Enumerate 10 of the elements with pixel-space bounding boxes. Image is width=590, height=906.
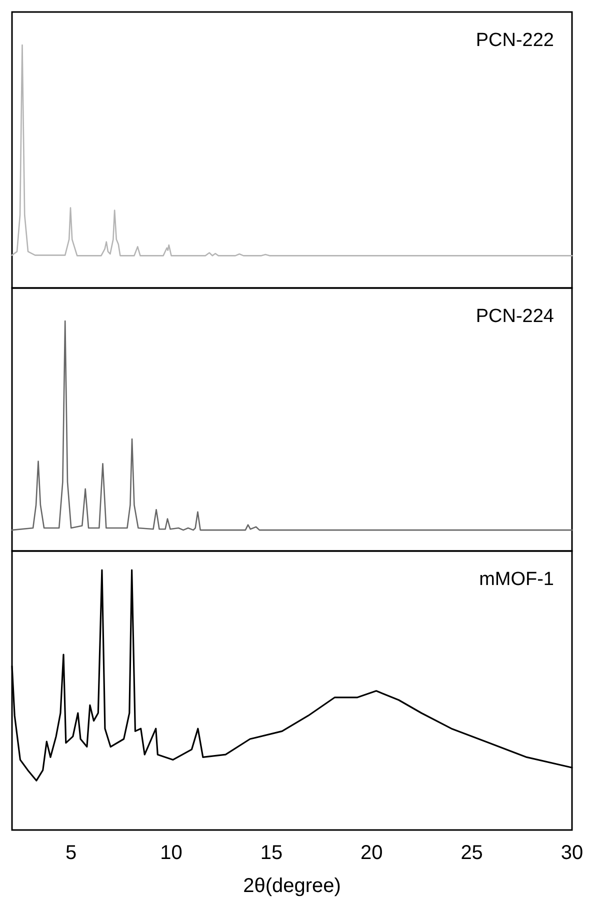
x-tick-label: 30: [560, 842, 584, 864]
text: mMOF-1: [479, 569, 554, 590]
x-tick-label: 15: [260, 842, 283, 864]
x-axis-title: 2θ(degree): [243, 875, 341, 897]
text: PCN-222: [476, 30, 554, 51]
x-tick-label: 10: [160, 842, 182, 864]
text: PCN-224: [476, 306, 554, 327]
x-tick-label: 5: [66, 842, 77, 864]
x-tick-label: 25: [460, 842, 483, 864]
x-tick-label: 20: [360, 842, 383, 864]
